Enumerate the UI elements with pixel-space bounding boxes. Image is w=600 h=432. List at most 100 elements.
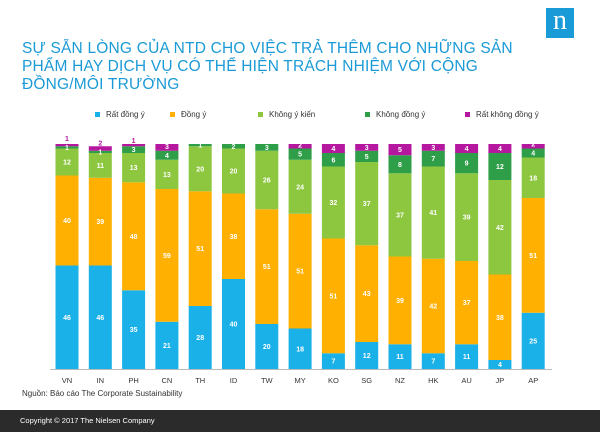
bar-segment <box>255 324 279 369</box>
bar-segment <box>55 144 79 147</box>
data-label: 7 <box>431 359 435 366</box>
data-label: 42 <box>496 225 504 232</box>
bar-segment <box>521 312 545 369</box>
data-label: 12 <box>63 160 71 167</box>
bar-segment <box>355 245 379 342</box>
legend-swatch <box>465 112 470 117</box>
data-label: 18 <box>529 175 537 182</box>
bar-segment <box>188 146 212 192</box>
data-label: 51 <box>330 293 338 300</box>
bar-segment <box>521 198 545 313</box>
bar-segment <box>55 146 79 149</box>
bar-segment <box>222 279 245 369</box>
legend-item: Đồng ý <box>170 110 206 119</box>
data-label: 59 <box>163 253 171 260</box>
data-label: 13 <box>130 165 138 172</box>
data-label: 1 <box>132 138 136 145</box>
bar-segment <box>421 150 445 167</box>
bar-segment <box>321 166 345 239</box>
data-label: 2 <box>232 144 236 151</box>
data-label: 24 <box>296 184 304 191</box>
bar-segment <box>155 189 179 322</box>
bar-segment <box>155 159 179 189</box>
bar-segment <box>421 353 445 369</box>
stacked-bar-chart: 46401211VN46391112IN35481331PH21591343CN… <box>50 136 552 385</box>
legend-swatch <box>170 112 175 117</box>
bar-segment <box>488 360 512 369</box>
legend-label: Đồng ý <box>181 110 207 119</box>
data-label: 39 <box>396 298 404 305</box>
data-label: 2 <box>298 143 302 150</box>
bar-segment <box>355 144 379 151</box>
bar-segment <box>421 166 445 259</box>
chart-title: SỰ SẴN LÒNG CỦA NTD CHO VIỆC TRẢ THÊM CH… <box>22 40 513 93</box>
bar-segment <box>321 144 345 153</box>
data-label: 4 <box>331 146 335 153</box>
nielsen-logo: n <box>546 7 574 38</box>
data-label: 43 <box>363 291 371 298</box>
bar-segment <box>455 144 479 153</box>
bar-segment <box>222 148 245 194</box>
x-tick-label: AU <box>461 376 471 385</box>
bar-segment <box>55 265 79 369</box>
bar-segment <box>355 162 379 246</box>
data-label: 38 <box>496 315 504 322</box>
bar-segment <box>255 144 279 151</box>
bar-segment <box>188 144 212 147</box>
x-tick-label: IN <box>97 376 105 385</box>
bar-segment <box>288 328 312 369</box>
bar-segment <box>222 144 245 149</box>
data-label: 4 <box>498 362 502 369</box>
bar-segment <box>55 175 79 266</box>
bar-segment <box>488 144 512 153</box>
data-label: 38 <box>230 234 238 241</box>
bar-segment <box>321 353 345 369</box>
legend-item: Rất đồng ý <box>95 110 145 119</box>
data-label: 7 <box>431 156 435 163</box>
bar-segment <box>122 153 146 183</box>
bar-segment <box>321 153 345 167</box>
bar-segment <box>255 209 279 324</box>
data-label: 5 <box>398 147 402 154</box>
bar-segment <box>122 146 146 153</box>
bar-segment <box>122 290 146 369</box>
data-label: 42 <box>429 304 437 311</box>
data-label: 35 <box>130 327 138 334</box>
bar-segment <box>421 258 445 354</box>
data-label: 11 <box>97 163 105 170</box>
bar-segment <box>88 177 112 266</box>
bar-segment <box>488 274 512 360</box>
bar-segment <box>88 153 112 178</box>
bar-segment <box>155 150 179 160</box>
legend: Rất đồng ý Đồng ý Không ý kiến Không đồng ý… <box>0 110 600 124</box>
bar-segment <box>88 265 112 369</box>
data-label: 46 <box>63 315 71 322</box>
x-tick-label: ID <box>230 376 238 385</box>
legend-item: Không ý kiến <box>258 110 315 119</box>
bar-segment <box>122 144 146 147</box>
data-label: 48 <box>130 234 138 241</box>
x-tick-label: PH <box>128 376 138 385</box>
data-label: 2 <box>531 142 535 149</box>
bar-segment <box>222 193 245 279</box>
bar-segment <box>355 150 379 162</box>
data-label: 1 <box>198 143 202 150</box>
bar-segment <box>288 159 312 214</box>
data-label: 37 <box>463 300 471 307</box>
data-label: 5 <box>365 154 369 161</box>
data-label: 37 <box>396 212 404 219</box>
data-label: 2 <box>98 140 102 147</box>
data-label: 12 <box>496 164 504 171</box>
x-tick-label: KO <box>328 376 339 385</box>
data-label: 37 <box>363 201 371 208</box>
data-label: 40 <box>63 218 71 225</box>
data-label: 11 <box>463 354 471 361</box>
data-label: 39 <box>96 219 104 226</box>
data-label: 1 <box>65 136 69 143</box>
legend-item: Rất không đồng ý <box>465 110 539 119</box>
x-tick-label: MY <box>294 376 305 385</box>
bar-segment <box>388 344 412 369</box>
legend-label: Rất không đồng ý <box>476 110 539 119</box>
legend-item: Không đồng ý <box>365 110 425 119</box>
bar-segment <box>388 256 412 345</box>
